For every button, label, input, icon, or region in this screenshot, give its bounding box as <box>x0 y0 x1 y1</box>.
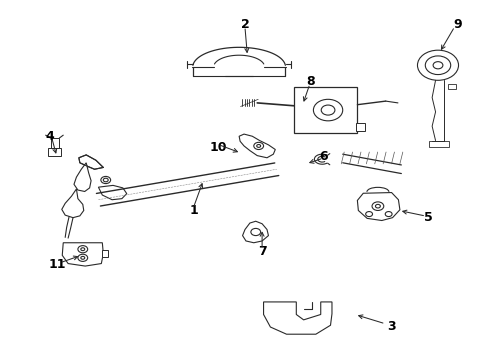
Circle shape <box>425 56 451 75</box>
Polygon shape <box>264 302 332 334</box>
Polygon shape <box>98 185 127 200</box>
Bar <box>294 87 357 134</box>
Bar <box>48 148 61 156</box>
Circle shape <box>375 204 380 208</box>
Bar <box>356 123 365 131</box>
Bar <box>429 140 449 147</box>
Text: 3: 3 <box>387 320 396 333</box>
Text: 8: 8 <box>307 75 315 88</box>
Circle shape <box>81 256 85 259</box>
Text: 10: 10 <box>209 141 227 154</box>
Circle shape <box>103 178 108 182</box>
Polygon shape <box>62 243 103 266</box>
Circle shape <box>372 202 384 211</box>
Circle shape <box>366 212 372 217</box>
Circle shape <box>321 105 335 115</box>
Circle shape <box>433 62 443 69</box>
Circle shape <box>314 99 343 121</box>
Text: 11: 11 <box>48 258 66 271</box>
Text: 1: 1 <box>189 204 198 217</box>
Bar <box>50 138 59 148</box>
Circle shape <box>81 248 85 251</box>
Polygon shape <box>243 221 269 243</box>
Circle shape <box>78 254 88 261</box>
Polygon shape <box>74 163 91 192</box>
Text: 5: 5 <box>424 211 433 224</box>
Circle shape <box>257 144 261 147</box>
Polygon shape <box>357 193 400 221</box>
Text: 2: 2 <box>241 18 249 31</box>
Polygon shape <box>62 189 84 218</box>
Polygon shape <box>239 134 275 158</box>
Polygon shape <box>79 155 103 169</box>
Circle shape <box>78 246 88 253</box>
Circle shape <box>101 176 111 184</box>
Text: 6: 6 <box>319 150 327 163</box>
Text: 7: 7 <box>258 245 267 258</box>
Circle shape <box>251 228 261 235</box>
Bar <box>102 250 108 257</box>
Text: 9: 9 <box>453 18 462 31</box>
Circle shape <box>385 212 392 217</box>
Circle shape <box>254 142 264 149</box>
Circle shape <box>417 50 459 80</box>
Text: 4: 4 <box>45 130 54 144</box>
Bar <box>448 84 456 89</box>
